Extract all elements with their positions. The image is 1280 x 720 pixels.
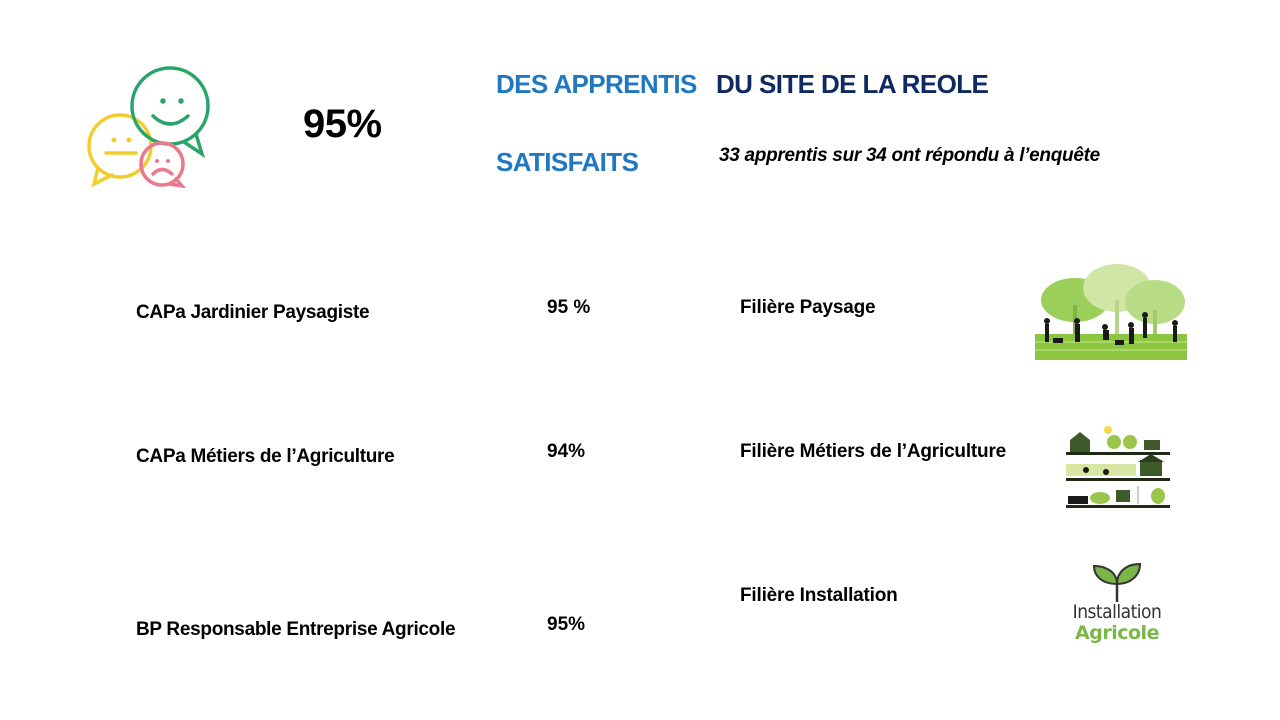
program-value: 94% [547,441,586,462]
farm-scenes-illustration [1066,424,1170,512]
program-label: CAPa Métiers de l’Agriculture [136,446,395,467]
sprout-icon [1092,562,1142,602]
program-label: BP Responsable Entreprise Agricole [136,619,456,640]
logo-line1: Installation [1072,601,1162,623]
title-site-la-reole: DU SITE DE LA REOLE [716,69,989,99]
respondents-note: 33 apprentis sur 34 ont répondu à l’enqu… [719,145,1100,166]
installation-agricole-logo: Installation Agricole [1062,560,1172,644]
title-satisfaits: SATISFAITS [496,147,639,177]
title-des-apprentis: DES APPRENTIS [496,69,697,99]
overall-satisfaction-value: 95% [303,102,382,146]
program-value: 95% [547,614,586,635]
program-value: 95 % [547,297,591,318]
filiere-label: Filière Installation [740,585,898,606]
landscape-gardeners-illustration [1035,260,1187,360]
feedback-smileys-icon [84,66,214,188]
filiere-label: Filière Métiers de l’Agriculture [740,441,1007,462]
program-label: CAPa Jardinier Paysagiste [136,302,370,323]
logo-line2: Agricole [1075,622,1159,644]
filiere-label: Filière Paysage [740,297,876,318]
